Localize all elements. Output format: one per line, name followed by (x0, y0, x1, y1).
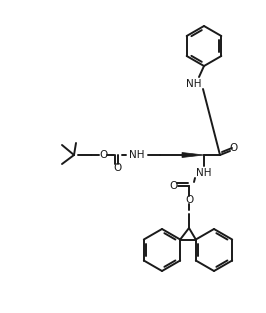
Text: O: O (185, 195, 193, 205)
Text: O: O (170, 181, 178, 191)
Text: NH: NH (196, 168, 212, 178)
Text: O: O (114, 163, 122, 173)
Polygon shape (182, 152, 204, 157)
Text: NH: NH (129, 150, 145, 160)
Text: NH: NH (186, 79, 202, 89)
Text: O: O (230, 143, 238, 153)
Text: O: O (99, 150, 107, 160)
